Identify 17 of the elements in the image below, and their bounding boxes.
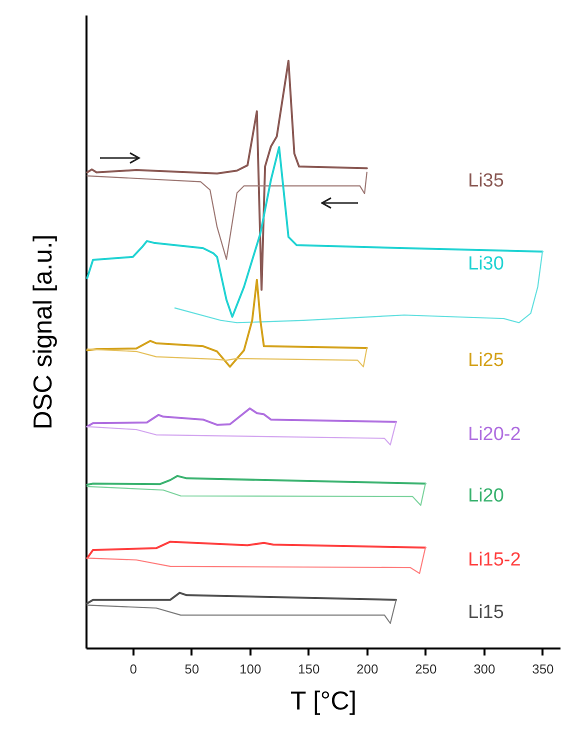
text: Li20 (468, 486, 504, 507)
text: Li35 (468, 170, 504, 192)
x-tick-label: 200 (356, 662, 378, 676)
x-tick-label: 250 (415, 662, 437, 676)
text: Li20-2 (468, 424, 521, 445)
x-tick-label: 50 (184, 662, 200, 676)
text: Li15 (468, 602, 504, 623)
x-tick-label: 150 (298, 662, 320, 676)
x-tick-label: 350 (532, 662, 554, 676)
x-tick-label: 0 (130, 662, 137, 676)
y-axis-title: DSC signal [a.u.] (28, 234, 58, 430)
x-tick-label: 300 (474, 662, 496, 676)
text: Li15-2 (468, 550, 521, 571)
x-axis-title: T [°C] (290, 686, 357, 716)
text: Li25 (468, 350, 504, 371)
series-label: Li30 (468, 254, 504, 275)
x-tick-label: 100 (240, 662, 262, 676)
